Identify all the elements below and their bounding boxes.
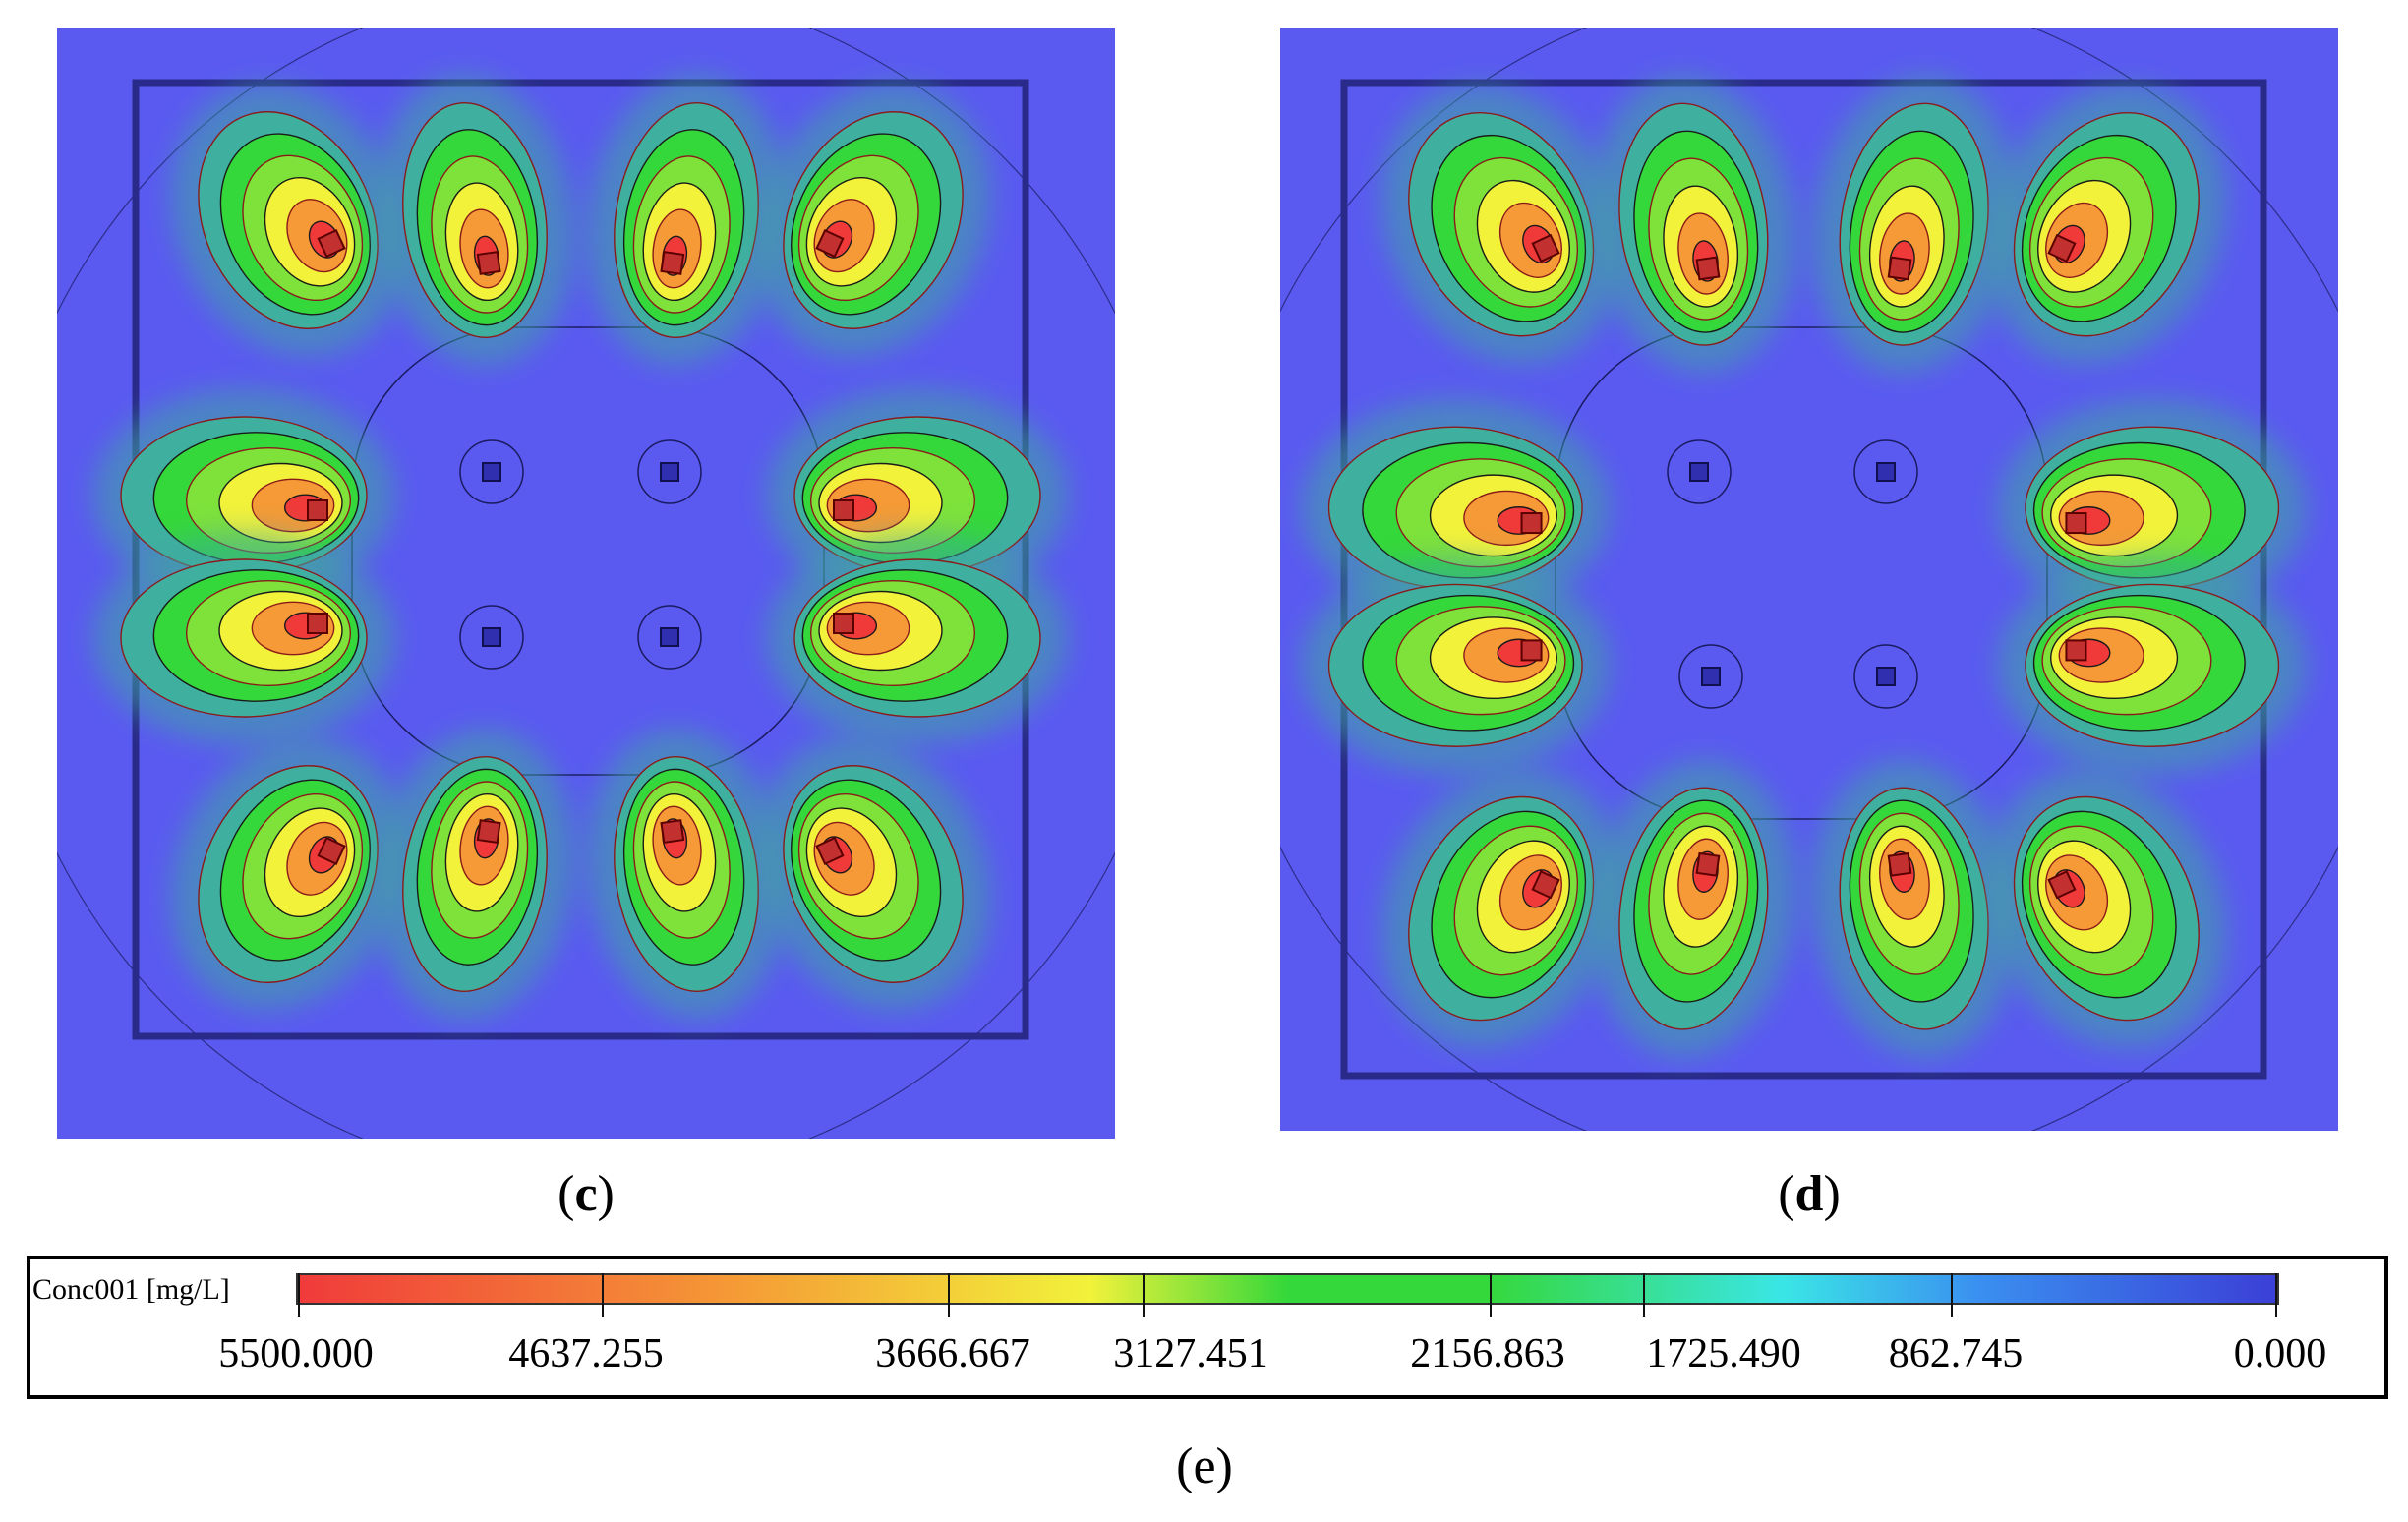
legend-tick: [602, 1273, 604, 1317]
legend-tick-label: 862.745: [1888, 1331, 2024, 1376]
plume: [375, 75, 575, 366]
plume: [586, 729, 787, 1020]
injection-well: [833, 499, 854, 521]
plume: [1592, 76, 1795, 373]
legend-tick: [1490, 1273, 1492, 1317]
legend-tick-label: 0.000: [2233, 1331, 2327, 1376]
extraction-well: [660, 627, 679, 647]
injection-well: [476, 819, 501, 844]
injection-well: [1531, 233, 1560, 263]
plume-plot-c: [57, 28, 1115, 1139]
well-contour: [1667, 439, 1732, 504]
legend-tick-label: 1725.490: [1646, 1331, 1801, 1376]
plume: [767, 532, 1068, 744]
legend-tick: [1951, 1273, 1953, 1317]
plume: [756, 737, 990, 1011]
injection-well: [1695, 256, 1721, 281]
plume: [1301, 556, 1611, 775]
legend-tick: [1143, 1273, 1145, 1317]
caption-d: (d): [1778, 1166, 1841, 1222]
injection-well: [660, 819, 685, 844]
injection-well: [2065, 639, 2087, 662]
caption-e: (e): [1176, 1438, 1233, 1494]
plume: [586, 75, 787, 366]
concentration-map-c: [57, 28, 1115, 1139]
injection-well: [815, 836, 845, 866]
injection-well: [833, 613, 854, 634]
injection-well: [1520, 639, 1543, 662]
injection-well: [1531, 870, 1560, 900]
injection-well: [307, 499, 328, 521]
legend-tick-label: 3666.667: [875, 1331, 1030, 1376]
injection-well: [317, 836, 346, 866]
injection-well: [1695, 851, 1721, 877]
injection-well: [660, 251, 685, 275]
legend-title: Conc001 [mg/L]: [32, 1273, 230, 1306]
well-contour: [459, 439, 524, 504]
legend-tick-label: 2156.863: [1410, 1331, 1565, 1376]
well-contour: [459, 605, 524, 670]
well-contour: [637, 605, 702, 670]
extraction-well: [1689, 462, 1709, 482]
plume: [756, 84, 990, 357]
injection-well: [815, 228, 845, 259]
plume: [375, 729, 575, 1020]
caption-c: (c): [558, 1166, 615, 1222]
legend-tick-label: 4637.255: [508, 1331, 664, 1376]
plume: [1812, 76, 2016, 373]
plume: [171, 737, 405, 1011]
extraction-well: [1876, 462, 1896, 482]
legend-tick: [948, 1273, 950, 1317]
extraction-well: [1701, 667, 1721, 686]
legend-tick-label: 3127.451: [1113, 1331, 1268, 1376]
injection-well: [317, 228, 346, 259]
plume-plot-d: [1280, 28, 2338, 1131]
plume: [1986, 85, 2226, 364]
legend-tick: [298, 1273, 300, 1317]
injection-well: [307, 613, 328, 634]
injection-well: [2047, 233, 2077, 263]
extraction-well: [482, 462, 501, 482]
injection-well: [1887, 851, 1912, 877]
injection-well: [1520, 512, 1543, 535]
injection-well: [476, 251, 501, 275]
plume: [171, 84, 405, 357]
well-contour: [1853, 439, 1918, 504]
plume: [1986, 769, 2226, 1048]
plume: [1812, 760, 2016, 1057]
injection-well: [2047, 870, 2077, 900]
extraction-well: [482, 627, 501, 647]
plume: [1997, 556, 2307, 775]
extraction-well: [1876, 667, 1896, 686]
legend-tick: [1643, 1273, 1645, 1317]
legend-colorbar: [296, 1273, 2279, 1305]
extraction-well: [660, 462, 679, 482]
legend-tick: [2275, 1273, 2277, 1317]
plume: [1301, 399, 1611, 616]
injection-well: [2065, 512, 2087, 535]
plume: [1592, 760, 1795, 1057]
plume: [93, 532, 394, 744]
color-legend: Conc001 [mg/L] 5500.000 4637.255 3666.66…: [27, 1256, 2388, 1399]
concentration-map-d: [1280, 28, 2338, 1131]
plume: [1381, 85, 1621, 364]
plume: [1381, 769, 1621, 1048]
plume: [1997, 399, 2307, 616]
legend-tick-label: 5500.000: [218, 1331, 374, 1376]
well-contour: [1678, 644, 1743, 709]
injection-well: [1887, 256, 1912, 281]
well-contour: [637, 439, 702, 504]
well-contour: [1853, 644, 1918, 709]
